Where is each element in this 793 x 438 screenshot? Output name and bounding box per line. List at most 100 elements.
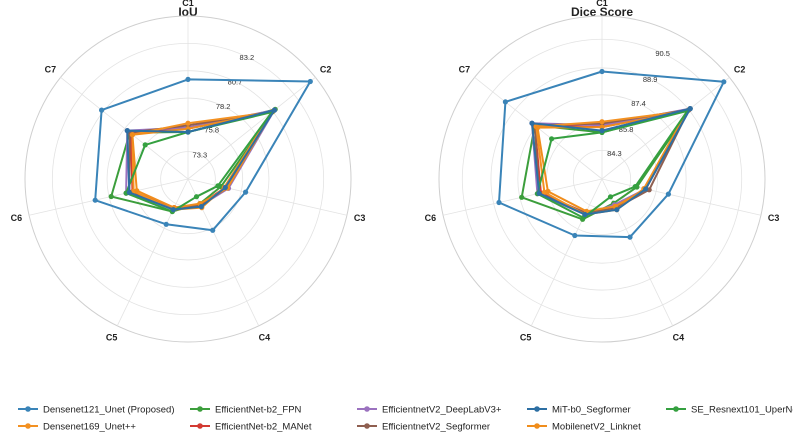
spoke-line: [60, 77, 189, 180]
data-point: [193, 194, 200, 200]
legend-item-mit-b0-segformer: MiT-b0_Segformer: [527, 405, 631, 416]
series-line: [536, 109, 689, 219]
tick-label: 90.5: [655, 49, 670, 58]
spoke-line: [187, 178, 348, 216]
series-line: [94, 78, 312, 232]
tick-label: 75.8: [204, 126, 219, 135]
legend-swatch-marker: [364, 406, 370, 412]
legend-label: EfficientnetV2_Segformer: [382, 422, 490, 433]
legend-label: EfficientnetV2_DeepLabV3+: [382, 405, 502, 416]
data-point: [126, 189, 132, 195]
legend-label: EfficientNet-b2_FPN: [215, 405, 302, 416]
spoke-line: [116, 178, 189, 327]
spoke-line: [28, 178, 189, 216]
axis-label-c7: C7: [459, 64, 471, 74]
legend-swatch-marker: [197, 423, 203, 429]
axis-label-c6: C6: [11, 213, 23, 223]
radar-grid: [24, 15, 352, 343]
series-line: [126, 109, 276, 211]
series-line: [498, 70, 725, 239]
axis-label-c3: C3: [768, 213, 780, 223]
data-point: [185, 129, 191, 135]
spoke-line: [601, 77, 730, 180]
data-point: [572, 232, 578, 239]
axis-labels: C1 C2 C3 C4 C5 C6 C7: [425, 0, 780, 343]
data-point: [92, 197, 98, 203]
data-point: [185, 120, 191, 126]
tick-label: 78.2: [216, 102, 231, 111]
axis-label-c2: C2: [320, 64, 332, 74]
legend-item-efficientnet-b2-fpn: EfficientNet-b2_FPN: [190, 405, 302, 416]
chart-title-iou: IoU: [178, 5, 197, 19]
axis-label-c1: C1: [182, 0, 194, 8]
tick-label: 84.3: [607, 149, 622, 158]
data-point: [502, 99, 508, 105]
series-group: [496, 68, 727, 240]
tick-label: 73.3: [193, 150, 208, 159]
axis-label-c5: C5: [106, 333, 118, 343]
data-point: [545, 188, 551, 194]
data-point: [721, 79, 727, 85]
legend-item-mobilenetv2-linknet: MobilenetV2_Linknet: [527, 422, 641, 433]
series-line: [536, 109, 689, 213]
axis-label-c5: C5: [520, 333, 532, 343]
data-point: [599, 68, 605, 75]
legend-label: EfficientNet-b2_MANet: [215, 422, 312, 433]
data-point: [170, 207, 176, 213]
data-point: [198, 204, 204, 210]
legend-swatch-marker: [534, 423, 540, 429]
axis-label-c1: C1: [596, 0, 608, 8]
data-point: [142, 142, 148, 148]
legend-item-densenet169-unet: Densenet169_Unet++: [18, 422, 136, 433]
series-densenet121-unet-proposed: [496, 68, 727, 240]
series-mit-b0-segformer: [124, 107, 277, 213]
legend-item-efficientnet-b2-manet: EfficientNet-b2_MANet: [190, 422, 312, 433]
series-line: [125, 111, 273, 213]
data-point: [536, 190, 542, 196]
data-point: [210, 227, 216, 233]
data-point: [582, 211, 588, 218]
legend-label: MobilenetV2_Linknet: [552, 422, 641, 433]
radar-grid: [438, 15, 766, 343]
data-point: [243, 189, 249, 195]
data-point: [665, 191, 672, 197]
legend-swatch-marker: [25, 406, 31, 412]
axis-label-c6: C6: [425, 213, 437, 223]
data-point: [614, 207, 620, 213]
data-point: [627, 234, 633, 240]
spoke-line: [601, 178, 762, 216]
data-point: [222, 184, 228, 191]
spoke-line: [530, 178, 603, 327]
tick-label: 87.4: [631, 99, 646, 108]
tick-label: 80.7: [228, 77, 243, 86]
data-point: [599, 128, 605, 134]
tick-label: 85.8: [619, 125, 634, 134]
axis-label-c7: C7: [45, 64, 57, 74]
chart-title-dice: Dice Score: [571, 5, 633, 19]
tick-label: 83.2: [240, 53, 255, 62]
legend-swatch-marker: [673, 406, 679, 412]
axis-label-c2: C2: [734, 64, 746, 74]
data-point: [99, 107, 105, 113]
series-group: [92, 76, 313, 233]
legend-swatch-marker: [25, 423, 31, 429]
data-point: [163, 221, 169, 227]
dice-radar-chart: Dice Score 84.385.887.488.990.5C1C2C3C4C…: [425, 0, 780, 343]
legend-label: Densenet121_Unet (Proposed): [43, 405, 175, 416]
data-point: [549, 136, 555, 142]
legend-swatch-marker: [364, 423, 370, 429]
data-point: [134, 188, 140, 194]
data-point: [599, 119, 605, 125]
axis-labels: C1 C2 C3 C4 C5 C6 C7: [11, 0, 366, 343]
legend-swatch-marker: [534, 406, 540, 412]
axis-label-c4: C4: [673, 333, 685, 343]
data-point: [108, 193, 114, 200]
data-point: [271, 107, 277, 113]
legend-item-densenet121-unet-proposed: Densenet121_Unet (Proposed): [18, 405, 175, 416]
spoke-line: [187, 178, 260, 327]
legend-item-se-resnext101-upernet: SE_Resnext101_UperNet: [666, 405, 793, 416]
legend: Densenet121_Unet (Proposed) Densenet169_U…: [18, 405, 793, 433]
series-densenet121-unet-proposed: [92, 76, 313, 233]
data-point: [129, 132, 135, 138]
axis-label-c3: C3: [354, 213, 366, 223]
